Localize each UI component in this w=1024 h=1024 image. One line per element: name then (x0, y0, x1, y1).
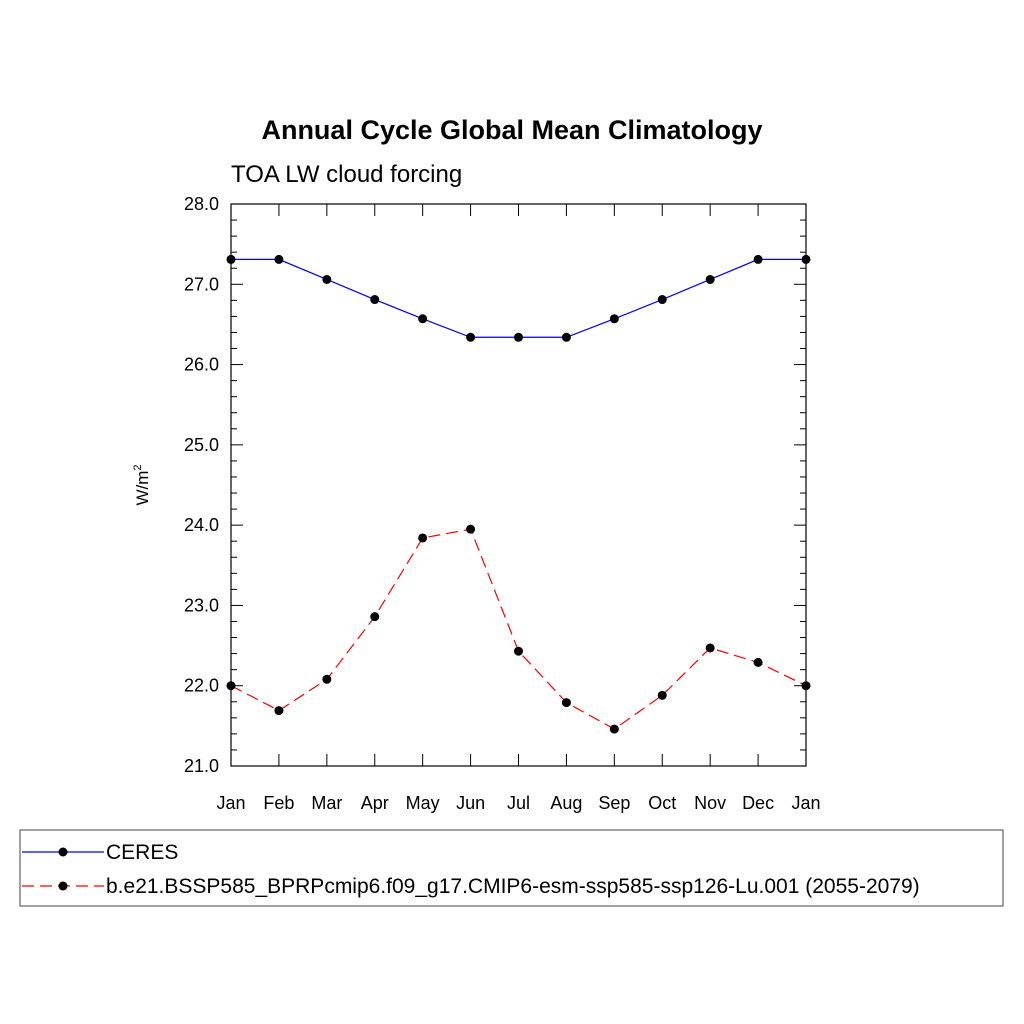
series-point (609, 314, 619, 324)
legend-label: CERES (106, 841, 178, 864)
y-tick-label: 21.0 (184, 756, 219, 776)
legend-box (19, 829, 1004, 907)
legend-marker (58, 881, 68, 891)
legend: CERES b.e21.BSSP585_BPRPcmip6.f09_g17.CMI… (19, 829, 1004, 907)
y-axis-label-unit: W/m (133, 471, 152, 506)
series-point (561, 332, 571, 342)
chart-subtitle: TOA LW cloud forcing (231, 161, 462, 188)
y-axis: 21.0 22.0 23.0 24.0 25.0 26.0 27.0 28.0 (184, 194, 806, 776)
x-axis: Jan Feb Mar Apr May Jun Jul Aug Sep Oct Nov Dec Jan (216, 204, 821, 813)
plot-frame (230, 203, 807, 767)
legend-marker (58, 847, 68, 857)
series-point (274, 706, 284, 716)
x-tick-label: Mar (311, 793, 342, 813)
plot-series (226, 254, 811, 734)
x-tick-label: Oct (648, 793, 676, 813)
series-point (274, 254, 284, 264)
series-point (753, 657, 763, 667)
x-tick-label: May (406, 793, 440, 813)
series-point (370, 612, 380, 622)
x-tick-label: Feb (263, 793, 294, 813)
series-point (466, 524, 476, 534)
y-tick-label: 22.0 (184, 676, 219, 696)
y-tick-label: 26.0 (184, 355, 219, 375)
x-tick-label: Jan (216, 793, 245, 813)
series-point (705, 643, 715, 653)
series-line (230, 528, 807, 730)
y-axis-label-superscript: 2 (132, 464, 144, 470)
y-tick-label: 28.0 (184, 194, 219, 214)
series-point (418, 314, 428, 324)
y-tick-label: 25.0 (184, 435, 219, 455)
series-point (418, 533, 428, 543)
series-point (753, 254, 763, 264)
x-tick-label: Sep (598, 793, 630, 813)
x-tick-label: Jan (791, 793, 820, 813)
y-tick-label: 23.0 (184, 595, 219, 615)
series-point (705, 274, 715, 284)
x-tick-label: Jul (507, 793, 530, 813)
legend-label: b.e21.BSSP585_BPRPcmip6.f09_g17.CMIP6-es… (106, 875, 920, 898)
chart-title: Annual Cycle Global Mean Climatology (261, 115, 762, 145)
y-tick-label: 24.0 (184, 515, 219, 535)
series-point (322, 674, 332, 684)
series-point (609, 724, 619, 734)
series-point (322, 274, 332, 284)
x-tick-label: Nov (694, 793, 726, 813)
x-tick-label: Apr (361, 793, 389, 813)
y-tick-label: 27.0 (184, 274, 219, 294)
series-point (466, 332, 476, 342)
series-point (561, 698, 571, 708)
x-tick-label: Aug (550, 793, 582, 813)
y-axis-label: W/m2 (132, 464, 152, 505)
series-line (231, 258, 806, 338)
x-tick-label: Jun (456, 793, 485, 813)
series-point (514, 646, 523, 656)
series-point (514, 332, 523, 342)
series-point (657, 295, 667, 305)
series-point (370, 295, 380, 305)
x-tick-label: Dec (742, 793, 774, 813)
series-point (657, 690, 667, 700)
